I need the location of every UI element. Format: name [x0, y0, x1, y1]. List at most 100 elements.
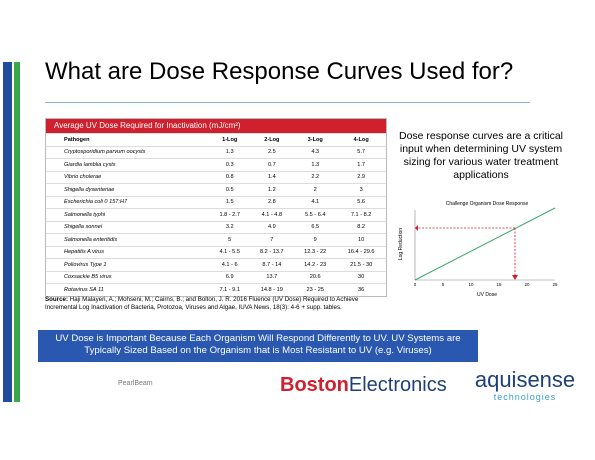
table-cell: 4.1 - 4.8	[249, 208, 295, 221]
table-row: Cryptosporidium parvum oocysts 1.3 2.5 4.3 5…	[46, 145, 386, 159]
table-cell: 9	[294, 233, 337, 246]
footer-left: PearlBeam	[118, 380, 153, 387]
table-cell: 8.2	[336, 220, 386, 234]
table-cell: 2.5	[249, 145, 295, 159]
table-cell: 1.3	[209, 145, 250, 159]
table-cell: 4.9	[249, 220, 295, 234]
table-cell: 2	[294, 183, 337, 196]
table-cell: 4.3	[294, 145, 337, 159]
table-cell: Escherichia coli 0 157:H7	[46, 195, 210, 209]
table-cell: Cryptosporidium parvum oocysts	[46, 145, 210, 159]
table-cell: 2.8	[249, 195, 295, 209]
logo-boston-b: Electronics	[348, 374, 447, 396]
table-cell: Hepatitis A virus	[46, 245, 210, 259]
banner: UV Dose is Important Because Each Organi…	[38, 330, 478, 362]
arrow	[415, 225, 418, 231]
table-cell: 5.7	[336, 145, 386, 159]
table-cell: 13.7	[249, 270, 295, 284]
table: Average UV Dose Required for Inactivatio…	[45, 118, 387, 297]
table-cell: 1.5	[209, 195, 250, 209]
arrow	[512, 275, 518, 280]
table-cell: 3.2	[209, 220, 250, 234]
table-cell: 4.1	[294, 195, 337, 209]
source-label: Source:	[45, 296, 69, 303]
table-cell: 10	[336, 233, 386, 246]
table-cell: 1.2	[249, 183, 295, 196]
table-cell: 30	[336, 270, 386, 284]
table-row: Vibrio cholerae 0.8 1.4 2.2 2.9	[46, 170, 386, 184]
side-bar-blue	[3, 62, 12, 402]
table-cell: Rotavirus SA 11	[46, 283, 210, 296]
table-cell: 0.8	[209, 170, 250, 184]
title-rule	[45, 102, 530, 103]
logo-aquisense-b: technologies	[493, 392, 557, 402]
table-row: Rotavirus SA 11 7.1 - 9.1 14.8 - 19 23 - 25…	[46, 283, 386, 296]
table-cell: Poliovirus Type 1	[46, 258, 210, 271]
x-tick-label: 5	[442, 282, 445, 287]
column-header: 4-Log	[336, 133, 386, 146]
table-cell: 7	[249, 233, 295, 246]
table-cell: 0.3	[209, 158, 250, 171]
table-cell: 1.7	[336, 158, 386, 171]
table-cell: 0.7	[249, 158, 295, 171]
logo-aquisense: aquisense technologies	[470, 367, 580, 403]
x-tick-label: 15	[496, 282, 502, 287]
table-cell: Vibrio cholerae	[46, 170, 210, 184]
column-header: Pathogen	[46, 133, 210, 146]
table-cell: 20.6	[294, 270, 337, 284]
table-cell: 6.9	[209, 270, 250, 284]
table-cell: 14.2 - 23	[294, 258, 337, 271]
table-cell: Shigella dysenteriae	[46, 183, 210, 196]
source-text: Haji Malayeri, A.; Mohseni, M.; Cairns, …	[45, 296, 359, 311]
table-cell: 23 - 25	[294, 283, 337, 296]
table-cell: Coxsackie B5 virus	[46, 270, 210, 284]
x-tick-label: 20	[524, 282, 530, 287]
table-cell: 3	[336, 183, 386, 196]
title: What are Dose Response Curves Used for?	[45, 58, 514, 85]
table-row: Salmonella typhi 1.8 - 2.7 4.1 - 4.8 5.5 - …	[46, 208, 386, 221]
table-cell: 16.4 - 29.6	[336, 245, 386, 259]
source: Source: Haji Malayeri, A.; Mohseni, M.; …	[45, 296, 390, 312]
logo-boston-a: Boston	[280, 374, 349, 396]
logo-boston: BostonElectronics	[280, 374, 447, 397]
table-cell: Shigella sonnei	[46, 220, 210, 234]
mini-chart: Challenge Organism Dose Response Log Red…	[398, 201, 558, 298]
column-header: 2-Log	[249, 133, 295, 146]
table-row: Shigella dysenteriae 0.5 1.2 2 3	[46, 183, 386, 196]
table-cell: 0.5	[209, 183, 250, 196]
mini-chart-title: Challenge Organism Dose Response	[446, 201, 529, 207]
table-row: Coxsackie B5 virus 6.9 13.7 20.6 30	[46, 270, 386, 284]
table-cell: 1.3	[294, 158, 337, 171]
table-row: Hepatitis A virus 4.1 - 5.5 8.2 - 13.7 12.3…	[46, 245, 386, 259]
table-cell: 4.1 - 6	[209, 258, 250, 271]
table-cell: 21.5 - 30	[336, 258, 386, 271]
table-row: Poliovirus Type 1 4.1 - 6 8.7 - 14 14.2 - 2…	[46, 258, 386, 271]
x-tick-label: 10	[468, 282, 474, 287]
table-row: Salmonella enteritidis 5 7 9 10	[46, 233, 386, 246]
x-tick-label: 0	[414, 282, 417, 287]
side-text: Dose response curves are a critical inpu…	[399, 130, 563, 181]
curve	[414, 207, 556, 281]
logo-aquisense-a: aquisense	[474, 367, 576, 392]
table-cell: 8.2 - 13.7	[249, 245, 295, 259]
table-cell: 4.1 - 5.5	[209, 245, 250, 259]
x-tick-label: 25	[552, 282, 558, 287]
table-cell: Salmonella enteritidis	[46, 233, 210, 246]
table-cell: 5.5 - 6.4	[294, 208, 337, 221]
table-cell: 5.6	[336, 195, 386, 209]
table-cell: 8.7 - 14	[249, 258, 295, 271]
side-bar-green	[14, 62, 20, 402]
table-cell: 2.9	[336, 170, 386, 184]
x-axis-label: UV Dose	[477, 292, 497, 298]
table-cell: Giardia lamblia cysts	[46, 158, 210, 171]
table-cell: 36	[336, 283, 386, 296]
table-cell: 6.5	[294, 220, 337, 234]
header-row: Pathogen 1-Log 2-Log 3-Log 4-Log	[46, 133, 386, 146]
table-cell: 1.8 - 2.7	[209, 208, 250, 221]
table-cell: 5	[209, 233, 250, 246]
table-cell: 1.4	[249, 170, 295, 184]
table-row: Shigella sonnei 3.2 4.9 6.5 8.2	[46, 220, 386, 234]
column-header: 3-Log	[294, 133, 337, 146]
column-header: 1-Log	[209, 133, 250, 146]
table-title: Average UV Dose Required for Inactivatio…	[46, 119, 386, 133]
